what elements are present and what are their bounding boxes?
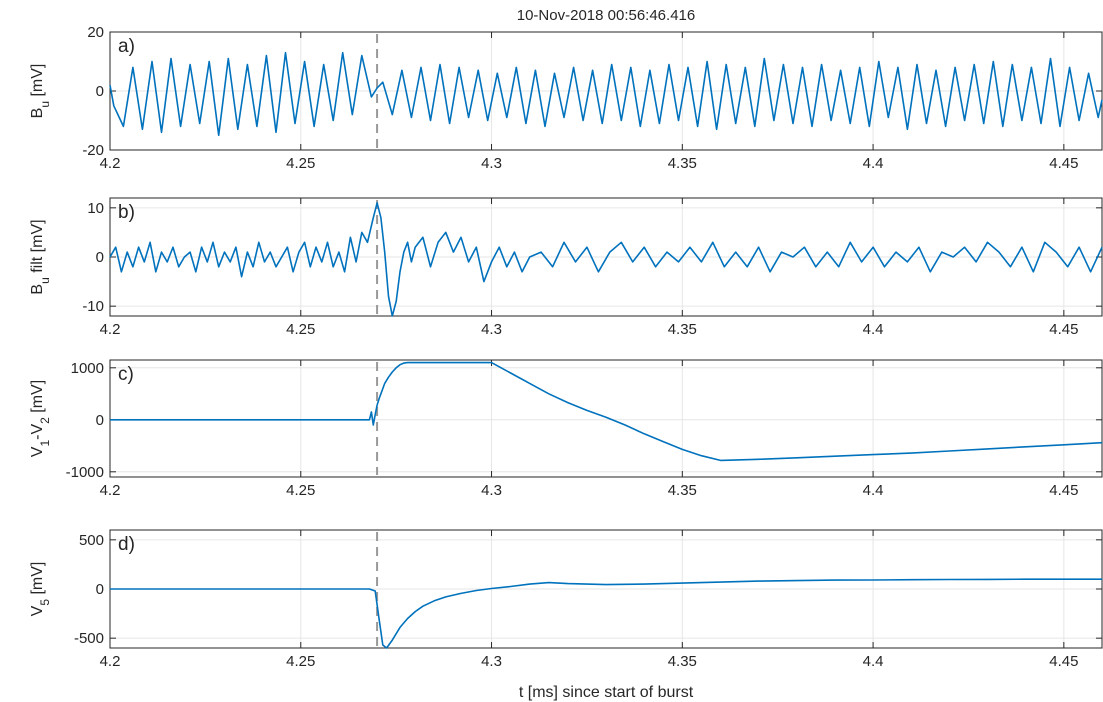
x-tick-label: 4.45 — [1049, 653, 1078, 670]
axes-box — [109, 359, 1103, 478]
x-tick-label: 4.2 — [100, 482, 121, 499]
x-tick-label: 4.25 — [286, 482, 315, 499]
y-axis-label: Bu filt [mV] — [29, 219, 52, 294]
figure-title: 10-Nov-2018 00:56:46.416 — [517, 7, 695, 24]
x-tick-label: 4.35 — [668, 155, 697, 172]
x-tick-label: 4.35 — [668, 482, 697, 499]
y-tick-label: 0 — [96, 249, 104, 266]
y-tick-label: 0 — [96, 412, 104, 429]
y-axis-label: V5 [mV] — [29, 562, 52, 617]
x-tick-label: 4.3 — [481, 155, 502, 172]
x-tick-label: 4.2 — [100, 321, 121, 338]
y-tick-label: 0 — [96, 581, 104, 598]
y-tick-label: 0 — [96, 83, 104, 100]
x-tick-label: 4.45 — [1049, 155, 1078, 172]
x-tick-label: 4.25 — [286, 653, 315, 670]
x-tick-label: 4.2 — [100, 653, 121, 670]
panel-label: c) — [118, 364, 134, 385]
y-tick-label: 1000 — [71, 360, 104, 377]
x-tick-label: 4.4 — [863, 653, 884, 670]
y-tick-label: -500 — [74, 630, 104, 647]
x-tick-label: 4.35 — [668, 321, 697, 338]
x-tick-label: 4.3 — [481, 482, 502, 499]
y-axis-label: Bu [mV] — [29, 64, 52, 119]
y-tick-label: 10 — [87, 200, 104, 217]
x-tick-label: 4.45 — [1049, 321, 1078, 338]
x-axis-label: t [ms] since start of burst — [519, 684, 694, 701]
y-tick-label: 500 — [79, 532, 104, 549]
x-tick-label: 4.4 — [863, 155, 884, 172]
panel-label: b) — [118, 202, 135, 223]
y-axis-label: V1-V2 [mV] — [29, 380, 52, 457]
x-tick-label: 4.3 — [481, 321, 502, 338]
series-line — [110, 578, 1102, 649]
panel-4: 4.2 4.25 4.3 4.35 4.4 4.45 -500 0 500 V5 [mV] d) — [29, 529, 1103, 670]
series-line — [109, 202, 1103, 317]
x-tick-label: 4.3 — [481, 653, 502, 670]
panel-1: 4.2 4.25 4.3 4.35 4.4 4.45 -20 0 20 Bu [mV] a) — [29, 24, 1103, 172]
x-tick-label: 4.4 — [863, 482, 884, 499]
x-tick-label: 4.35 — [668, 653, 697, 670]
x-tick-label: 4.2 — [100, 155, 121, 172]
series-line — [110, 361, 1103, 462]
series-line — [109, 51, 1103, 137]
y-tick-label: -10 — [82, 298, 104, 315]
x-tick-label: 4.45 — [1049, 482, 1078, 499]
panel-label: a) — [118, 36, 135, 57]
x-tick-label: 4.25 — [286, 321, 315, 338]
x-tick-label: 4.4 — [863, 321, 884, 338]
y-tick-label: -1000 — [66, 464, 104, 481]
panel-label: d) — [118, 534, 135, 555]
x-tick-label: 4.25 — [286, 155, 315, 172]
y-tick-label: 20 — [87, 24, 104, 41]
y-tick-label: -20 — [82, 142, 104, 159]
panel-3: 4.2 4.25 4.3 4.35 4.4 4.45 -1000 0 1000 V1-V2 [mV… — [29, 359, 1103, 499]
panel-2: 4.2 4.25 4.3 4.35 4.4 4.45 -10 0 10 Bu filt [mV] b… — [29, 197, 1103, 338]
